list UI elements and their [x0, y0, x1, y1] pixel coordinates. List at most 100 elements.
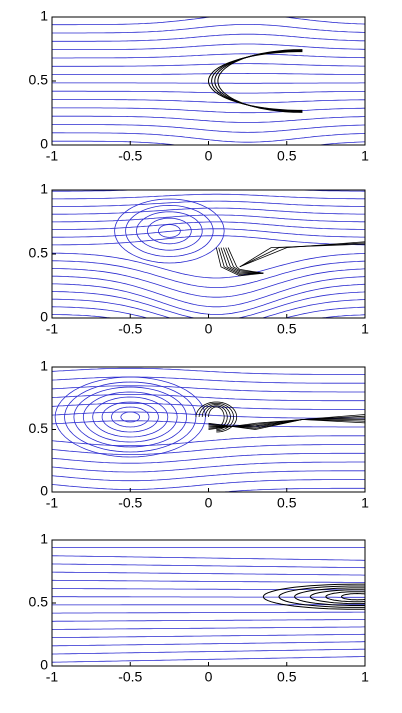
- y-tick-label: 0.5: [29, 420, 49, 436]
- streamline: [52, 402, 365, 410]
- streamline: [52, 72, 365, 75]
- x-tick-label: -1: [46, 321, 59, 337]
- streamline: [52, 63, 365, 67]
- streamline: [52, 648, 365, 655]
- x-tick-label: 0: [205, 148, 213, 164]
- streamline: [52, 24, 365, 34]
- streamline: [52, 268, 365, 298]
- streamline: [52, 394, 365, 402]
- y-tick-label: 0: [40, 309, 48, 325]
- streamline: [64, 381, 197, 453]
- streamline: [223, 247, 264, 274]
- x-tick-label: -1: [46, 669, 59, 685]
- x-tick-label: 1: [361, 321, 369, 337]
- streamline: [82, 391, 178, 443]
- streamline: [52, 140, 365, 145]
- streamline: [262, 583, 365, 610]
- x-tick-label: 0: [205, 669, 213, 685]
- streamline: [52, 228, 365, 238]
- plot-area: [52, 17, 365, 145]
- streamline: [217, 49, 303, 113]
- streamline: [52, 283, 365, 315]
- streamline: [208, 406, 225, 428]
- streamline: [101, 401, 159, 433]
- streamline: [208, 414, 365, 430]
- y-tick-label: 0.5: [29, 72, 49, 88]
- streamline: [52, 115, 365, 123]
- streamline: [52, 435, 365, 447]
- streamline: [239, 243, 365, 268]
- streamline: [52, 252, 365, 279]
- streamline: [52, 124, 365, 133]
- streamline: [52, 420, 365, 428]
- streamline: [52, 611, 365, 614]
- x-tick-label: -0.5: [118, 495, 142, 511]
- streamline: [147, 217, 192, 245]
- streamline: [52, 479, 365, 490]
- plot-area: [52, 547, 365, 663]
- streamline: [136, 211, 203, 251]
- streamline: [52, 17, 365, 26]
- streamline: [125, 204, 214, 258]
- y-tick-label: 0: [40, 483, 48, 499]
- streamline: [278, 585, 365, 608]
- x-tick-label: 0: [205, 321, 213, 337]
- x-tick-label: -0.5: [118, 321, 142, 337]
- streamline: [239, 241, 365, 268]
- streamline: [52, 367, 365, 375]
- x-tick-label: -0.5: [118, 669, 142, 685]
- streamline: [52, 633, 365, 639]
- x-tick-label: -1: [46, 148, 59, 164]
- streamline: [207, 51, 303, 111]
- plot-area: [52, 190, 365, 318]
- axes-frame: [51, 189, 366, 319]
- streamline: [52, 221, 365, 230]
- y-tick-label: 1: [40, 531, 48, 547]
- streamline: [52, 107, 365, 114]
- streamline: [54, 376, 206, 458]
- streamline: [52, 563, 365, 569]
- streamline: [325, 591, 365, 603]
- x-tick-label: 0.5: [277, 495, 297, 511]
- streamline: [195, 401, 238, 433]
- streamline: [157, 224, 181, 238]
- streamline: [52, 53, 365, 59]
- streamline: [52, 306, 365, 318]
- x-tick-label: 1: [361, 495, 369, 511]
- y-tick-label: 1: [40, 8, 48, 24]
- streamline: [52, 200, 365, 207]
- streamline: [52, 641, 365, 647]
- streamline: [120, 411, 140, 423]
- streamline: [52, 298, 365, 318]
- x-tick-label: -0.5: [118, 148, 142, 164]
- streamline: [114, 198, 225, 264]
- streamline: [227, 247, 264, 274]
- streamline: [52, 314, 365, 318]
- y-tick-label: 0: [40, 657, 48, 673]
- streamline: [52, 33, 365, 42]
- streamline: [215, 247, 264, 277]
- streamline: [52, 626, 365, 630]
- streamline: [92, 396, 169, 438]
- streamline: [239, 242, 365, 268]
- x-tick-label: 0.5: [277, 321, 297, 337]
- y-tick-label: 0: [40, 136, 48, 152]
- x-tick-label: 0.5: [277, 669, 297, 685]
- streamline: [340, 592, 365, 601]
- streamline: [52, 90, 365, 94]
- streamline: [52, 275, 365, 308]
- streamline: [52, 461, 365, 473]
- streamline: [52, 214, 365, 223]
- x-tick-label: 1: [361, 669, 369, 685]
- y-tick-label: 0.5: [29, 594, 49, 610]
- x-tick-label: -1: [46, 495, 59, 511]
- streamline: [52, 43, 365, 50]
- streamline: [52, 193, 365, 200]
- streamline: [309, 589, 365, 605]
- streamline: [111, 406, 150, 428]
- streamline: [52, 656, 365, 663]
- plot-area: [52, 367, 365, 492]
- y-tick-label: 1: [40, 358, 48, 374]
- streamline: [52, 571, 365, 576]
- streamline: [52, 619, 365, 622]
